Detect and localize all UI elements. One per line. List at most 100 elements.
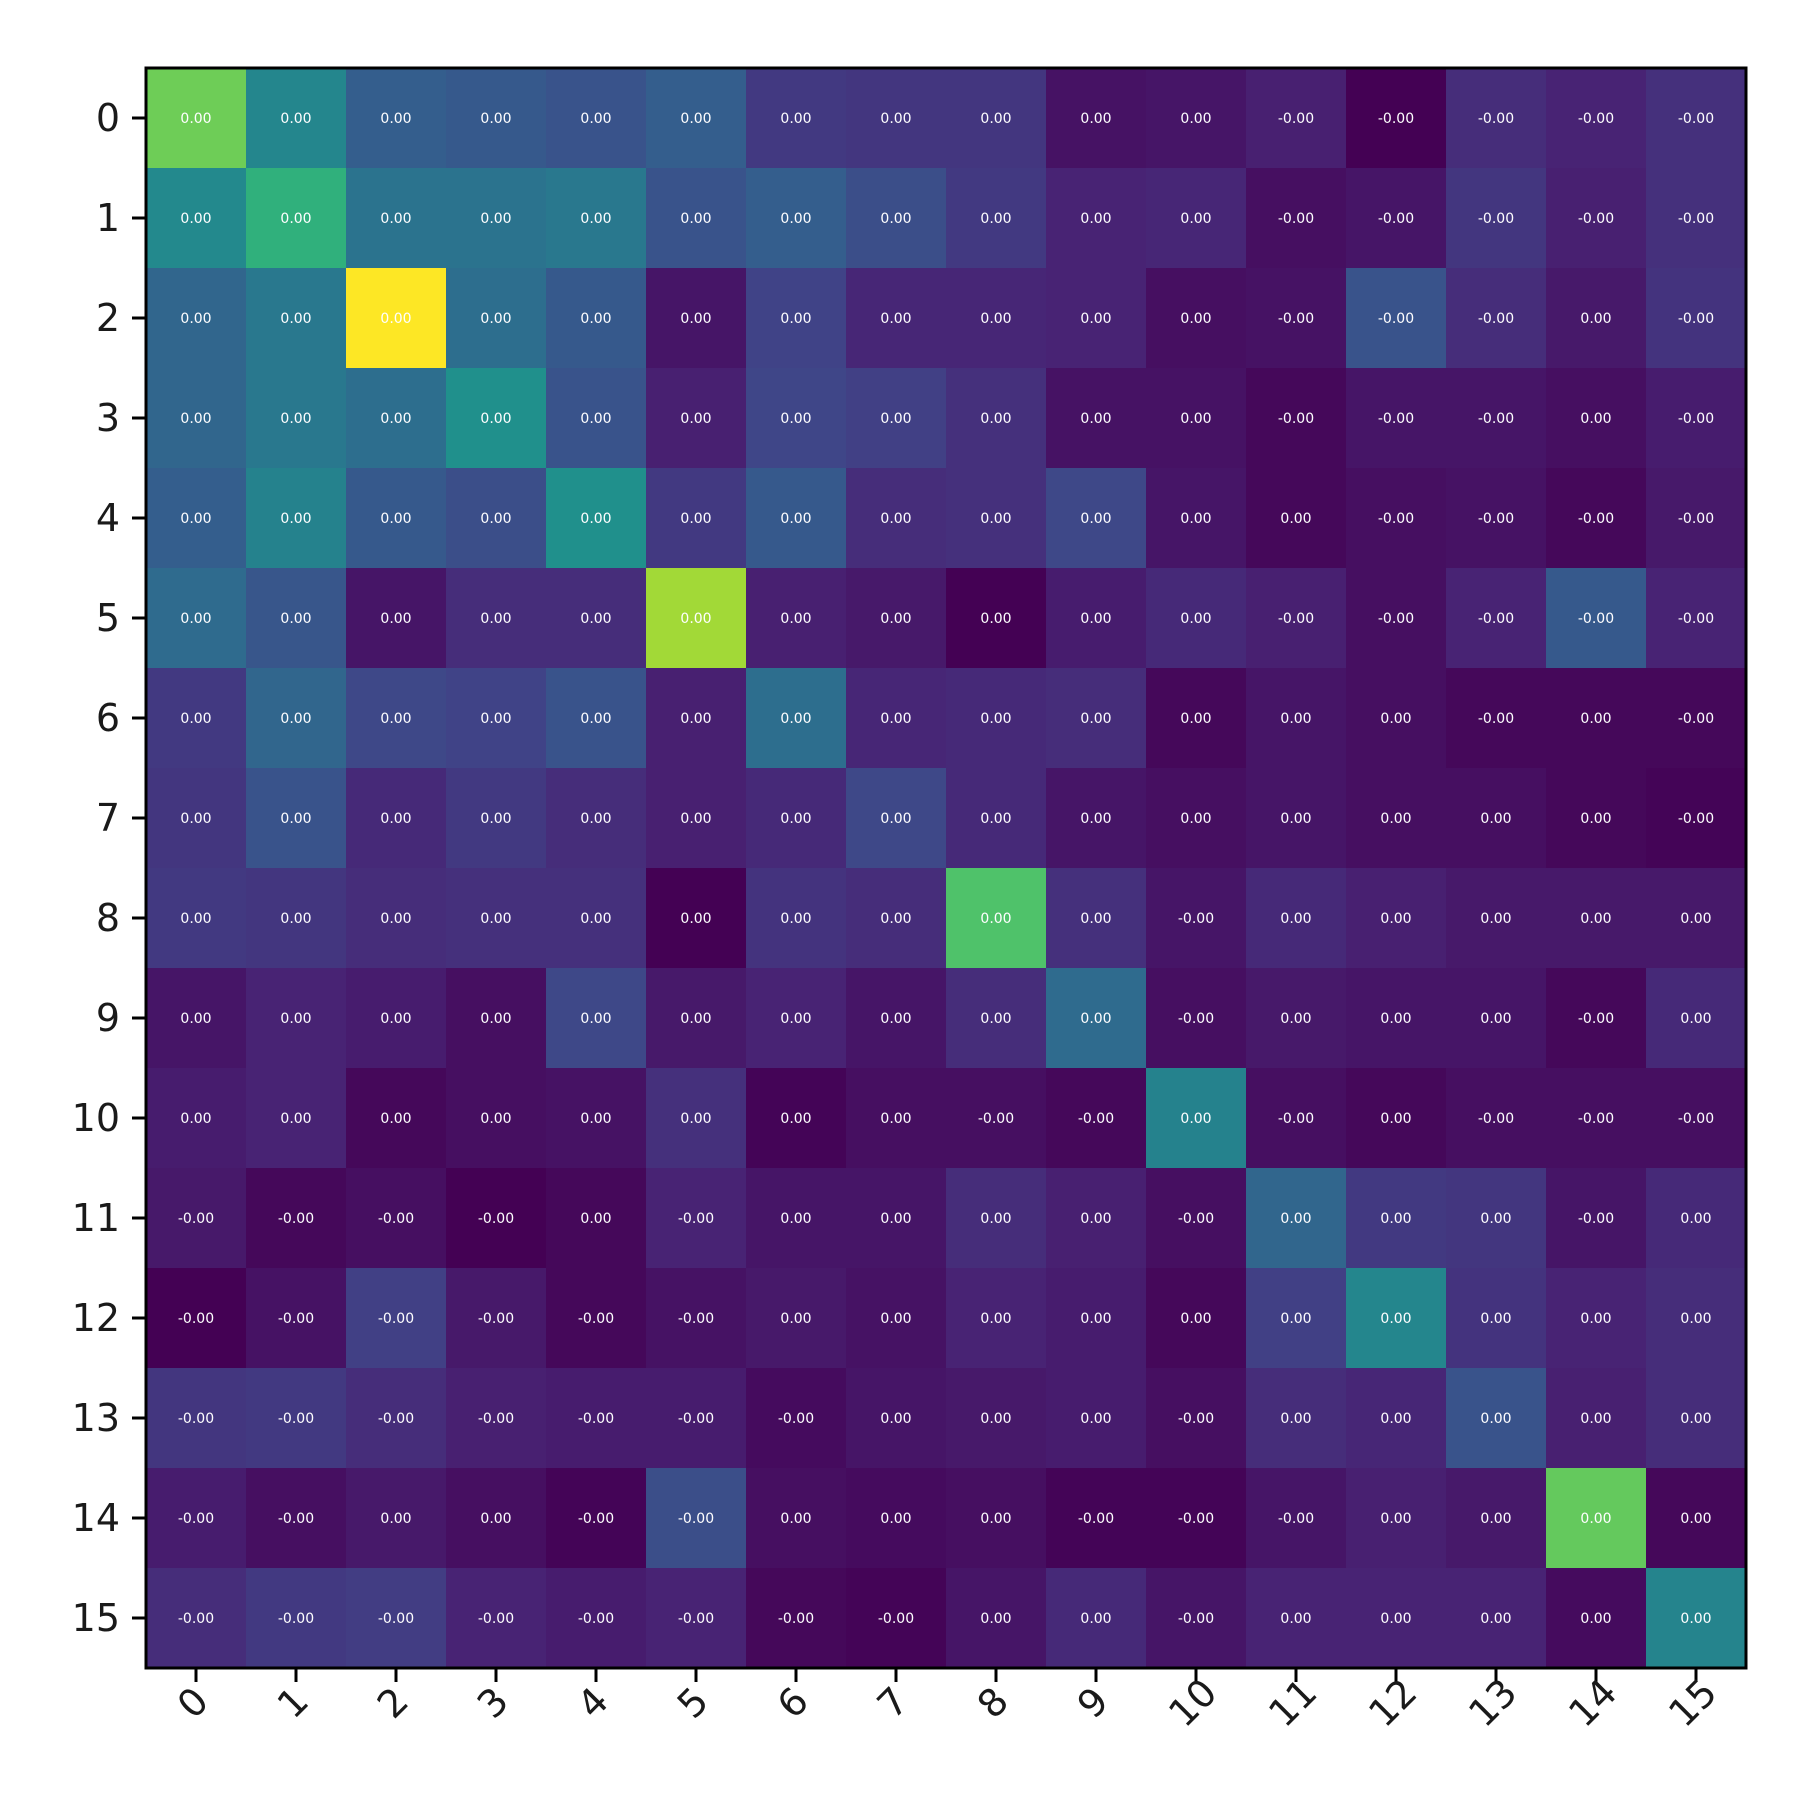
cell-value-label-0-10: 0.00 [1180, 111, 1211, 127]
y-tick-label-10: 10 [72, 1096, 120, 1140]
heatmap-cell-1-3 [446, 168, 547, 269]
heatmap-cell-3-5 [646, 368, 747, 469]
cell-value-label-11-5: -0.00 [678, 1211, 714, 1227]
y-tick-label-6: 6 [96, 696, 120, 740]
cell-value-label-8-4: 0.00 [580, 911, 611, 927]
heatmap-cell-11-9 [1046, 1168, 1147, 1269]
cell-value-label-5-2: 0.00 [380, 611, 411, 627]
heatmap-cell-11-1 [246, 1168, 347, 1269]
cell-value-label-2-9: 0.00 [1080, 311, 1111, 327]
cell-value-label-0-13: -0.00 [1478, 111, 1514, 127]
cell-value-label-3-5: 0.00 [680, 411, 711, 427]
cell-value-label-14-7: 0.00 [880, 1511, 911, 1527]
cell-value-label-15-4: -0.00 [578, 1611, 614, 1627]
cell-value-label-14-0: -0.00 [178, 1511, 214, 1527]
heatmap-cell-1-15 [1646, 168, 1747, 269]
cell-value-label-2-10: 0.00 [1180, 311, 1211, 327]
y-tick-label-15: 15 [72, 1596, 120, 1640]
cell-value-label-5-13: -0.00 [1478, 611, 1514, 627]
heatmap-cell-10-15 [1646, 1068, 1747, 1169]
cell-value-label-13-3: -0.00 [478, 1411, 514, 1427]
heatmap-cell-15-7 [846, 1568, 947, 1669]
cell-value-label-13-0: -0.00 [178, 1411, 214, 1427]
heatmap-cell-1-14 [1546, 168, 1647, 269]
heatmap-cell-3-10 [1146, 368, 1247, 469]
heatmap-cell-3-8 [946, 368, 1047, 469]
heatmap-cell-14-12 [1346, 1468, 1447, 1569]
heatmap-cell-11-10 [1146, 1168, 1247, 1269]
cell-value-label-1-13: -0.00 [1478, 211, 1514, 227]
x-tick-label-10: 10 [1160, 1670, 1225, 1735]
heatmap-cell-2-4 [546, 268, 647, 369]
cell-value-label-2-15: -0.00 [1678, 311, 1714, 327]
heatmap-cell-10-6 [746, 1068, 847, 1169]
heatmap-cell-8-1 [246, 868, 347, 969]
heatmap-cell-6-0 [146, 668, 247, 769]
cell-value-label-15-7: -0.00 [878, 1611, 914, 1627]
heatmap-cell-6-2 [346, 668, 447, 769]
heatmap-cell-11-0 [146, 1168, 247, 1269]
heatmap-cell-10-11 [1246, 1068, 1347, 1169]
cell-value-label-2-7: 0.00 [880, 311, 911, 327]
cell-value-label-0-8: 0.00 [980, 111, 1011, 127]
cell-value-label-6-8: 0.00 [980, 711, 1011, 727]
cell-value-label-11-12: 0.00 [1380, 1211, 1411, 1227]
cell-value-label-5-0: 0.00 [180, 611, 211, 627]
cell-value-label-13-5: -0.00 [678, 1411, 714, 1427]
heatmap-cell-13-15 [1646, 1368, 1747, 1469]
heatmap-cell-15-10 [1146, 1568, 1247, 1669]
heatmap-cell-12-14 [1546, 1268, 1647, 1369]
cell-value-label-1-7: 0.00 [880, 211, 911, 227]
cell-value-label-1-8: 0.00 [980, 211, 1011, 227]
cell-value-label-3-7: 0.00 [880, 411, 911, 427]
heatmap-cell-14-10 [1146, 1468, 1247, 1569]
cell-value-label-6-14: 0.00 [1580, 711, 1611, 727]
heatmap-cell-9-5 [646, 968, 747, 1069]
heatmap-cell-6-13 [1446, 668, 1547, 769]
heatmap-cell-0-11 [1246, 68, 1347, 169]
cell-value-label-8-11: 0.00 [1280, 911, 1311, 927]
heatmap-cell-2-15 [1646, 268, 1747, 369]
heatmap-cell-4-15 [1646, 468, 1747, 569]
cell-value-label-1-4: 0.00 [580, 211, 611, 227]
heatmap-cell-5-7 [846, 568, 947, 669]
x-tick-label-13: 13 [1460, 1670, 1525, 1735]
x-tick-label-11: 11 [1260, 1670, 1325, 1735]
cell-value-label-15-2: -0.00 [378, 1611, 414, 1627]
cell-value-label-9-9: 0.00 [1080, 1011, 1111, 1027]
heatmap-cell-5-1 [246, 568, 347, 669]
cell-value-label-4-13: -0.00 [1478, 511, 1514, 527]
x-tick-label-1: 1 [269, 1679, 317, 1727]
heatmap-cell-10-9 [1046, 1068, 1147, 1169]
cell-value-label-7-12: 0.00 [1380, 811, 1411, 827]
cell-value-label-3-11: -0.00 [1278, 411, 1314, 427]
cell-value-label-1-15: -0.00 [1678, 211, 1714, 227]
y-tick-label-12: 12 [72, 1296, 120, 1340]
heatmap-cell-9-10 [1146, 968, 1247, 1069]
cell-value-label-6-13: -0.00 [1478, 711, 1514, 727]
heatmap-cell-12-11 [1246, 1268, 1347, 1369]
heatmap-cell-12-0 [146, 1268, 247, 1369]
heatmap-cell-7-6 [746, 768, 847, 869]
cell-value-label-3-3: 0.00 [480, 411, 511, 427]
cell-value-label-10-9: -0.00 [1078, 1111, 1114, 1127]
cell-value-label-1-1: 0.00 [280, 211, 311, 227]
cell-value-label-2-8: 0.00 [980, 311, 1011, 327]
cell-value-label-9-0: 0.00 [180, 1011, 211, 1027]
cell-value-label-5-14: -0.00 [1578, 611, 1614, 627]
heatmap-cell-10-13 [1446, 1068, 1547, 1169]
x-tick-label-12: 12 [1360, 1670, 1425, 1735]
cell-value-label-8-2: 0.00 [380, 911, 411, 927]
cell-value-label-8-13: 0.00 [1480, 911, 1511, 927]
heatmap-cell-4-8 [946, 468, 1047, 569]
y-tick-label-8: 8 [96, 896, 120, 940]
heatmap-cell-13-11 [1246, 1368, 1347, 1469]
heatmap-cell-3-2 [346, 368, 447, 469]
heatmap-cell-2-3 [446, 268, 547, 369]
cell-value-label-5-5: 0.00 [680, 611, 711, 627]
heatmap-cell-13-13 [1446, 1368, 1547, 1469]
heatmap-cell-8-11 [1246, 868, 1347, 969]
cell-value-label-2-13: -0.00 [1478, 311, 1514, 327]
heatmap-cell-11-6 [746, 1168, 847, 1269]
cell-value-label-13-1: -0.00 [278, 1411, 314, 1427]
